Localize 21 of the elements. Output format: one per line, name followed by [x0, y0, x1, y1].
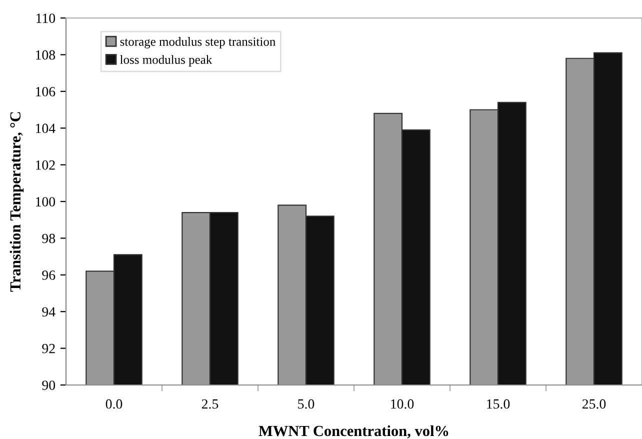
- y-tick-label: 106: [36, 86, 56, 96]
- y-tick-label: 94: [42, 307, 56, 317]
- legend-label: loss modulus peak: [120, 55, 212, 66]
- x-tick-label: 2.5: [202, 399, 218, 409]
- x-axis-title: MWNT Concentration, vol%: [258, 425, 448, 438]
- x-tick-label: 25.0: [582, 399, 606, 409]
- x-tick-label: 10.0: [391, 399, 414, 409]
- y-tick-label: 98: [42, 234, 56, 244]
- y-tick-label: 104: [36, 124, 56, 134]
- y-tick-label: 96: [42, 270, 56, 280]
- y-tick-label: 108: [36, 50, 56, 60]
- x-tick-label: 15.0: [487, 399, 510, 409]
- y-tick-label: 92: [42, 344, 55, 354]
- y-tick-label: 90: [42, 380, 56, 390]
- legend-label: storage modulus step transition: [120, 37, 276, 48]
- y-tick-label: 110: [36, 14, 56, 23]
- y-axis-title: Transition Temperature, °C: [10, 112, 24, 292]
- x-tick-label: 5.0: [298, 399, 314, 409]
- y-tick-label: 100: [36, 197, 56, 206]
- y-tick-label: 102: [36, 160, 55, 170]
- x-tick-label: 0.0: [106, 399, 122, 409]
